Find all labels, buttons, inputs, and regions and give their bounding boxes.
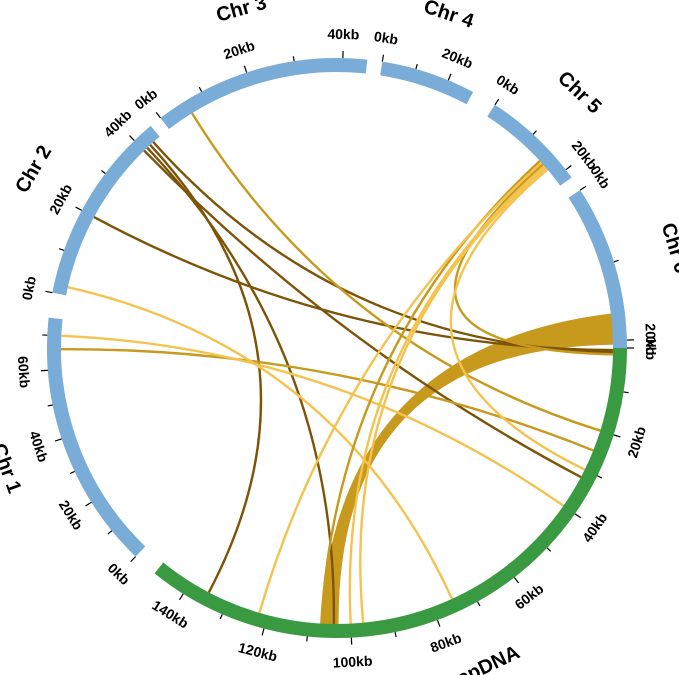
tick-mark — [597, 475, 603, 479]
link-chord — [449, 168, 586, 471]
link-ribbon — [320, 313, 614, 625]
tick-mark — [447, 73, 452, 81]
tick-mark — [477, 601, 481, 607]
tick-mark — [107, 530, 113, 535]
tick-label: 100kb — [332, 653, 372, 671]
link-chord — [67, 285, 454, 600]
tick-label: 20kb — [56, 497, 87, 533]
tick-mark — [494, 98, 500, 106]
tick-mark — [101, 169, 106, 174]
tick-mark — [243, 65, 248, 73]
link-chord — [61, 334, 565, 507]
tick-mark — [54, 438, 62, 442]
tick-label: 0kb — [643, 336, 659, 360]
tick-mark — [85, 501, 92, 507]
tick-mark — [198, 86, 203, 92]
tick-label: 0kb — [105, 560, 133, 588]
tick-label: 20kb — [46, 181, 75, 217]
segment-label-chr2: Chr 2 — [11, 142, 56, 197]
tick-label: 0kb — [373, 28, 399, 48]
tick-mark — [59, 248, 65, 251]
segment-arc-chr3 — [160, 58, 368, 130]
tick-label: 40kb — [101, 107, 135, 141]
links-layer — [60, 112, 614, 625]
segment-arc-cpdna — [154, 347, 627, 638]
tick-label: 20kb — [642, 323, 659, 355]
tick-mark — [219, 614, 223, 620]
segment-label-chr4: Chr 4 — [421, 0, 477, 33]
tick-label: 80kb — [428, 630, 463, 656]
tick-label: 60kb — [512, 580, 547, 612]
tick-mark — [47, 404, 53, 407]
tick-mark — [45, 290, 53, 294]
tick-mark — [574, 513, 582, 519]
segments-layer — [47, 58, 627, 638]
segment-label-chr5: Chr 5 — [553, 67, 605, 118]
tick-label: 60kb — [15, 356, 33, 389]
tick-mark — [261, 628, 265, 636]
tick-label: 20kb — [440, 45, 476, 72]
tick-label: 40kb — [26, 429, 51, 464]
segment-label-chr1: Chr 1 — [0, 441, 25, 497]
tick-label: 40kb — [327, 26, 359, 43]
link-chord — [359, 166, 547, 623]
tick-mark — [579, 185, 587, 191]
tick-mark — [69, 470, 75, 475]
link-chord — [60, 347, 594, 452]
tick-mark — [565, 165, 572, 171]
tick-mark — [546, 547, 552, 552]
tick-label: 0kb — [494, 71, 523, 98]
link-chord — [146, 146, 336, 624]
link-chord — [190, 112, 601, 432]
tick-label: 0kb — [19, 275, 39, 302]
tick-mark — [613, 259, 619, 263]
tick-mark — [394, 632, 397, 638]
tick-mark — [155, 112, 161, 119]
tick-label: 0kb — [131, 85, 160, 112]
tick-mark — [436, 619, 441, 627]
tick-mark — [178, 593, 184, 601]
link-chord — [453, 163, 613, 356]
tick-label: 20kb — [221, 37, 256, 62]
tick-mark — [532, 130, 537, 135]
segment-arc-chr5 — [487, 104, 572, 186]
tick-mark — [415, 63, 418, 70]
segment-label-chr6: Chr 6 — [657, 220, 679, 275]
segment-label-cpdna: cpDNA — [454, 641, 524, 675]
tick-mark — [40, 369, 48, 372]
tick-mark — [129, 135, 135, 141]
segment-arc-chr6 — [568, 190, 627, 349]
link-chord — [348, 165, 546, 624]
tick-mark — [513, 577, 520, 584]
tick-label: 120kb — [237, 639, 279, 664]
link-chord — [143, 149, 582, 479]
link-chord — [258, 161, 543, 614]
tick-mark — [381, 54, 385, 62]
segment-arc-chr2 — [52, 125, 160, 296]
segment-label-chr3: Chr 3 — [214, 0, 269, 27]
tick-mark — [613, 434, 621, 438]
tick-label: 140kb — [149, 597, 191, 632]
tick-label: 40kb — [579, 510, 610, 545]
tick-mark — [130, 556, 136, 563]
tick-mark — [623, 391, 629, 394]
tick-label: 20kb — [624, 424, 649, 459]
tick-mark — [75, 206, 83, 211]
tick-mark — [306, 636, 308, 642]
segment-arc-chr4 — [380, 61, 474, 105]
segment-arc-chr1 — [47, 317, 146, 557]
tick-mark — [292, 56, 295, 62]
